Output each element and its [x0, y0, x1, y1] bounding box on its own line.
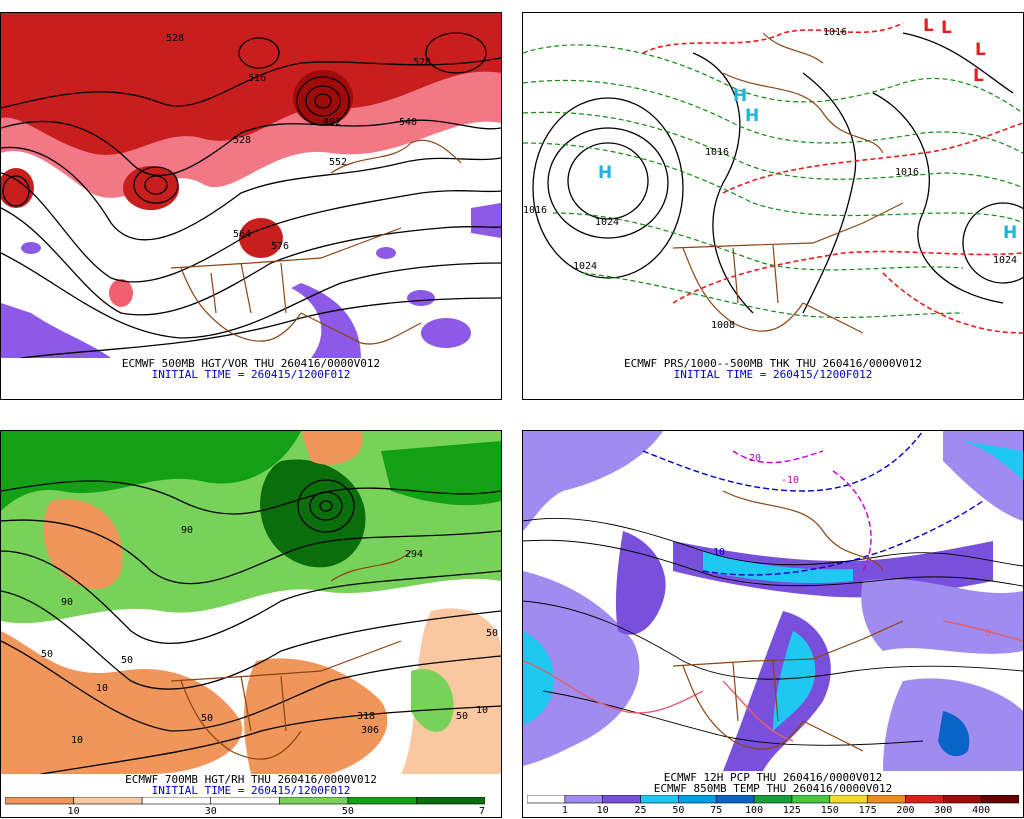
colorbar-label: 10 [597, 805, 609, 815]
high-pressure-marker: H [745, 106, 759, 126]
rh-label: 10 [476, 705, 488, 716]
isobar-label: 1016 [705, 147, 729, 158]
rh-label: 50 [201, 713, 213, 724]
panel-700mb-hgt-rh: 294 318 306 50 50 90 50 10 50 10 90 50 1… [0, 430, 502, 818]
contour-label: 576 [271, 241, 289, 252]
vorticity-height-map: 528 516 528 528 492 540 552 564 576 [1, 13, 501, 358]
colorbar-label: 50 [342, 806, 354, 815]
panel-prs-thk: H H H H L L L L 1024 1024 1024 1016 1016… [522, 12, 1024, 400]
colorbar-swatch [905, 795, 944, 804]
colorbar-label: 125 [783, 805, 801, 815]
colorbar-label: 10 [68, 806, 80, 815]
colorbar-swatch [980, 795, 1019, 804]
rh-label: 50 [456, 711, 468, 722]
colorbar-label: 25 [635, 805, 647, 815]
contour-label: 528 [166, 33, 184, 44]
contour-label: 552 [329, 157, 347, 168]
rh-label: 50 [41, 649, 53, 660]
humidity-height-map: 294 318 306 50 50 90 50 10 50 10 90 50 1… [1, 431, 501, 774]
contour-label: 306 [361, 725, 379, 736]
panel-pcp-temp: -10 -20 10 0 ECMWF 12H PCP THU 260416/00… [522, 430, 1024, 818]
high-pressure-marker: H [598, 163, 612, 183]
rh-label: 10 [96, 683, 108, 694]
colorbar-swatch [278, 797, 349, 805]
colorbar-label: 100 [745, 805, 763, 815]
pressure-thickness-map: H H H H L L L L 1024 1024 1024 1016 1016… [523, 13, 1023, 358]
low-pressure-marker: L [975, 40, 986, 60]
colorbar-swatch [678, 795, 717, 804]
colorbar-swatch [829, 795, 868, 804]
precip-temperature-map: -10 -20 10 0 [523, 431, 1023, 771]
colorbar-swatch [564, 795, 603, 804]
panel-title: ECMWF PRS/1000--500MB THK THU 260416/000… [623, 357, 922, 370]
isobar-label: 1016 [823, 27, 847, 38]
rh-label: 90 [61, 597, 73, 608]
colorbar-swatch [141, 797, 212, 805]
initial-time: INITIAL TIME = 260415/1200F012 [673, 368, 873, 381]
rh-label: 10 [71, 735, 83, 746]
initial-time: INITIAL TIME = 260415/1200F012 [151, 368, 351, 381]
colorbar-swatch [867, 795, 906, 804]
isobar-label: 1024 [595, 217, 619, 228]
colorbar-swatch [791, 795, 831, 804]
rh-label: 50 [486, 628, 498, 639]
rh-label: 50 [121, 655, 133, 666]
temp-label: 0 [985, 628, 991, 639]
low-pressure-marker: L [941, 18, 952, 38]
colorbar-label: 300 [934, 805, 952, 815]
colorbar-label: 70 [479, 806, 485, 815]
contour-label: 492 [323, 117, 341, 128]
isobar-label: 1016 [895, 167, 919, 178]
contour-label: 540 [399, 117, 417, 128]
isobar-label: 1016 [523, 205, 547, 216]
panel-title: ECMWF 500MB HGT/VOR THU 260416/0000V012 [121, 357, 381, 370]
low-pressure-marker: L [923, 16, 934, 36]
high-pressure-marker: H [1003, 223, 1017, 243]
isobar-label: 1024 [993, 255, 1017, 266]
low-pressure-marker: L [973, 66, 984, 86]
colorbar-label: 75 [710, 805, 722, 815]
panel-500mb-hgt-vor: 528 516 528 528 492 540 552 564 576 ECMW… [0, 12, 502, 400]
isobar-label: 1008 [711, 320, 735, 331]
colorbar-label: 1 [562, 805, 568, 815]
colorbar-swatch [640, 795, 679, 804]
rh-label: 90 [181, 525, 193, 536]
colorbar-label: 200 [896, 805, 914, 815]
colorbar-swatch [527, 795, 566, 804]
colorbar-swatch [5, 797, 74, 805]
colorbar-swatch [347, 797, 417, 805]
contour-label: 528 [413, 57, 431, 68]
rh-colorbar: 1030507090 [5, 797, 485, 815]
colorbar-label: 175 [859, 805, 877, 815]
temp-label: -20 [743, 453, 761, 464]
colorbar-swatch [210, 797, 280, 805]
contour-label: 516 [248, 73, 266, 84]
high-pressure-marker: H [733, 86, 747, 106]
panel-title: ECMWF 700MB HGT/RH THU 260416/0000V012 [125, 773, 377, 786]
panel-subtitle: ECMWF 850MB TEMP THU 260416/0000V012 [653, 782, 893, 795]
colorbar-swatch [602, 795, 641, 804]
isobar-label: 1024 [573, 261, 597, 272]
colorbar-label: 50 [672, 805, 684, 815]
colorbar-label: 400 [972, 805, 990, 815]
colorbar-label: 150 [821, 805, 839, 815]
colorbar-swatch [943, 795, 982, 804]
initial-time: INITIAL TIME = 260415/1200F012 [151, 784, 351, 797]
colorbar-swatch [73, 797, 143, 805]
colorbar-swatch [753, 795, 793, 804]
contour-label: 528 [233, 135, 251, 146]
contour-label: 318 [357, 711, 375, 722]
contour-label: 294 [405, 549, 423, 560]
contour-label: 564 [233, 229, 251, 240]
temp-label: 10 [713, 547, 725, 558]
temp-label: -10 [781, 475, 799, 486]
pcp-colorbar: 1 10 25 50 75 100 125 150 175 200 300 400 [527, 795, 1019, 815]
panel-title: ECMWF 12H PCP THU 260416/0000V012 [663, 771, 883, 784]
colorbar-label: 30 [205, 806, 217, 815]
colorbar-swatch [416, 797, 485, 805]
colorbar-swatch [715, 795, 755, 804]
